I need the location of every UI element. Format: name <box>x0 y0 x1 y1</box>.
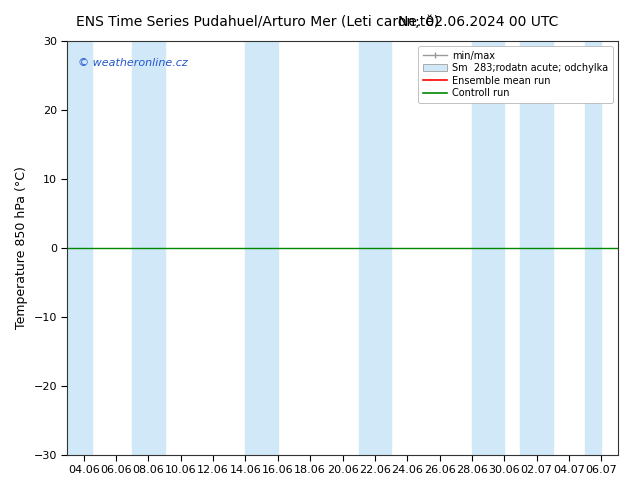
Y-axis label: Temperature 850 hPa (°C): Temperature 850 hPa (°C) <box>15 167 28 329</box>
Text: Ne. 02.06.2024 00 UTC: Ne. 02.06.2024 00 UTC <box>398 15 558 29</box>
Bar <box>359 41 391 455</box>
Bar <box>472 41 504 455</box>
Text: ENS Time Series Pudahuel/Arturo Mer (Leti caron;tě): ENS Time Series Pudahuel/Arturo Mer (Let… <box>76 15 439 29</box>
Bar <box>67 41 92 455</box>
Bar <box>133 41 165 455</box>
Bar <box>585 41 602 455</box>
Legend: min/max, Sm  283;rodatn acute; odchylka, Ensemble mean run, Controll run: min/max, Sm 283;rodatn acute; odchylka, … <box>418 46 612 103</box>
Bar <box>245 41 278 455</box>
Bar <box>521 41 553 455</box>
Text: © weatheronline.cz: © weatheronline.cz <box>79 58 188 68</box>
